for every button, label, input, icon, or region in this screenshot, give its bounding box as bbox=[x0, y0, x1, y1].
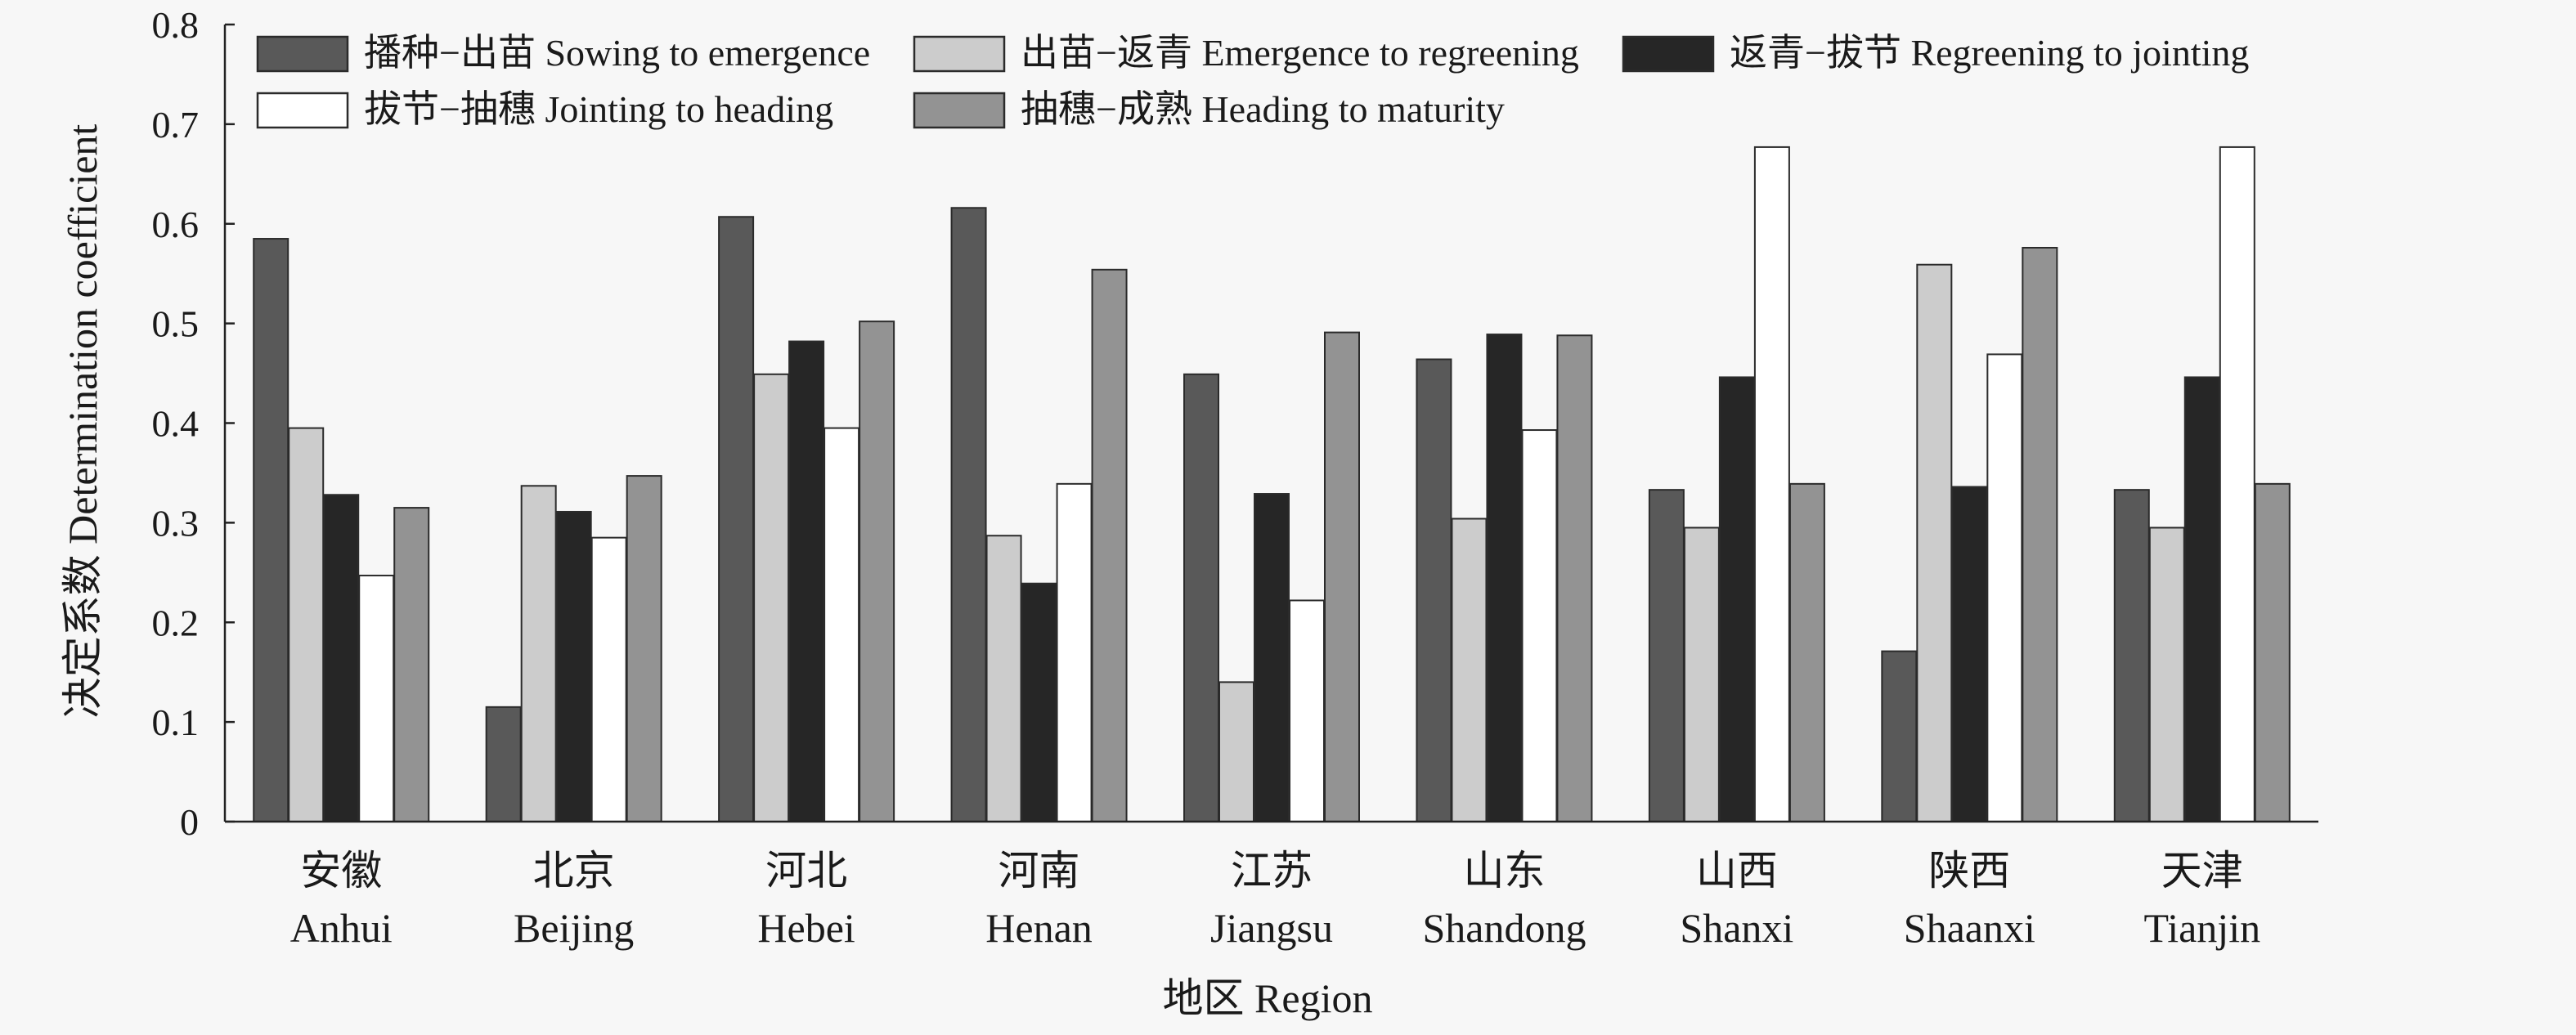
y-tick-label: 0.5 bbox=[152, 303, 200, 345]
bar-series-4-henan bbox=[1056, 482, 1093, 822]
x-tick-label-en: Shaanxi bbox=[1904, 905, 2035, 951]
bar-series-4-hebei bbox=[824, 427, 860, 822]
bar-series-2-shanxi bbox=[1683, 526, 1720, 822]
bar-series-3-shandong bbox=[1486, 334, 1523, 822]
y-axis-label: 决定系数 Determination coefficient bbox=[60, 124, 105, 719]
y-tick-label: 0.3 bbox=[152, 502, 200, 544]
bar-series-4-shandong bbox=[1521, 429, 1558, 822]
legend-swatch-5 bbox=[913, 92, 1006, 129]
bar-series-1-henan bbox=[950, 207, 987, 822]
x-tick-label-zh: 山东 bbox=[1463, 848, 1545, 894]
legend-label-5: 抽穗−成熟 Heading to maturity bbox=[1021, 88, 1505, 130]
x-tick-label-en: Tianjin bbox=[2143, 905, 2260, 951]
y-tick-label: 0.8 bbox=[152, 4, 200, 46]
legend-label-4: 拔节−抽穗 Jointing to heading bbox=[364, 88, 833, 130]
x-axis-label: 地区 Region bbox=[1163, 975, 1373, 1021]
x-tick-label-en: Beijing bbox=[514, 905, 634, 951]
bar-series-3-tianjin bbox=[2183, 376, 2220, 822]
bar-series-1-jiangsu bbox=[1183, 373, 1219, 822]
x-tick-label-en: Anhui bbox=[290, 905, 393, 951]
bar-series-2-shaanxi bbox=[1916, 263, 1953, 822]
y-tick-label: 0.4 bbox=[152, 403, 200, 445]
bar-series-1-anhui bbox=[253, 238, 289, 822]
y-tick-label: 0.1 bbox=[152, 701, 200, 743]
x-tick-label-zh: 河南 bbox=[999, 848, 1080, 894]
bar-series-4-shanxi bbox=[1753, 146, 1790, 822]
x-tick-label-en: Shanxi bbox=[1680, 905, 1793, 951]
bar-series-4-jiangsu bbox=[1289, 599, 1325, 822]
bar-series-1-beijing bbox=[485, 706, 522, 822]
bar-series-4-anhui bbox=[358, 574, 395, 822]
legend-label-2: 出苗−返青 Emergence to regreening bbox=[1021, 32, 1579, 74]
bar-series-2-shandong bbox=[1451, 518, 1488, 822]
bar-series-5-jiangsu bbox=[1324, 331, 1360, 822]
y-tick-label: 0.7 bbox=[152, 104, 200, 146]
bar-series-3-henan bbox=[1021, 582, 1057, 822]
legend-swatch-4 bbox=[256, 92, 349, 129]
axes-layer: 0 0.1 0.2 0.3 0.4 0.5 0.6 0.7 0.8 安徽 Anhui 北京 Beijin… bbox=[152, 4, 2318, 951]
bar-series-5-shanxi bbox=[1788, 482, 1825, 822]
bar-series-2-beijing bbox=[520, 485, 557, 822]
x-tick-label-zh: 北京 bbox=[533, 848, 615, 894]
legend-swatch-2 bbox=[913, 35, 1006, 73]
y-tick-label: 0 bbox=[180, 801, 199, 843]
x-tick-label-zh: 江苏 bbox=[1231, 848, 1313, 894]
x-tick-label-zh: 山西 bbox=[1696, 848, 1778, 894]
bar-series-5-shaanxi bbox=[2022, 247, 2058, 822]
legend-label-3: 返青−拔节 Regreening to jointing bbox=[1730, 32, 2249, 74]
bar-series-5-henan bbox=[1091, 268, 1128, 822]
legend-swatch-1 bbox=[256, 35, 349, 73]
legend-label-1: 播种−出苗 Sowing to emergence bbox=[364, 32, 870, 74]
x-tick-label-zh: 河北 bbox=[765, 848, 847, 894]
x-tick-label-en: Hebei bbox=[757, 905, 855, 951]
bar-series-1-hebei bbox=[718, 216, 755, 822]
bar-series-1-shandong bbox=[1416, 358, 1452, 822]
x-tick-label-zh: 陕西 bbox=[1928, 848, 2010, 894]
bar-series-2-henan bbox=[985, 535, 1022, 822]
bar-series-1-shanxi bbox=[1648, 489, 1685, 822]
x-tick-label-zh: 安徽 bbox=[300, 848, 382, 894]
x-tick-label-zh: 天津 bbox=[2161, 848, 2243, 894]
y-tick-label: 0.6 bbox=[152, 204, 200, 245]
legend-swatch-3 bbox=[1622, 35, 1715, 73]
bar-series-3-shaanxi bbox=[1951, 486, 1988, 822]
bar-series-5-shandong bbox=[1556, 334, 1593, 822]
bars-layer bbox=[253, 146, 2291, 822]
bar-series-3-anhui bbox=[323, 494, 360, 822]
bar-series-1-tianjin bbox=[2113, 489, 2150, 822]
bar-series-1-shaanxi bbox=[1881, 650, 1918, 822]
bar-series-3-jiangsu bbox=[1254, 493, 1290, 822]
legend: 播种−出苗 Sowing to emergence 出苗−返青 Emergence… bbox=[256, 32, 2249, 130]
x-tick-label-en: Jiangsu bbox=[1210, 905, 1333, 951]
bar-series-5-anhui bbox=[393, 507, 430, 822]
bar-series-2-anhui bbox=[288, 427, 325, 822]
bar-series-5-tianjin bbox=[2254, 482, 2291, 822]
bar-series-4-beijing bbox=[590, 536, 627, 822]
x-tick-label-en: Henan bbox=[985, 905, 1093, 951]
bar-series-3-hebei bbox=[788, 340, 825, 822]
bar-series-4-tianjin bbox=[2219, 146, 2255, 822]
x-tick-label-en: Shandong bbox=[1422, 905, 1586, 951]
bar-series-2-hebei bbox=[753, 373, 790, 822]
bar-series-5-hebei bbox=[859, 320, 895, 822]
bar-series-2-jiangsu bbox=[1218, 681, 1254, 822]
bar-series-3-beijing bbox=[555, 510, 592, 822]
bar-series-2-tianjin bbox=[2148, 526, 2185, 822]
y-tick-label: 0.2 bbox=[152, 602, 200, 643]
bar-series-5-beijing bbox=[626, 475, 662, 822]
bar-series-3-shanxi bbox=[1718, 376, 1755, 822]
bar-series-4-shaanxi bbox=[1986, 353, 2023, 822]
